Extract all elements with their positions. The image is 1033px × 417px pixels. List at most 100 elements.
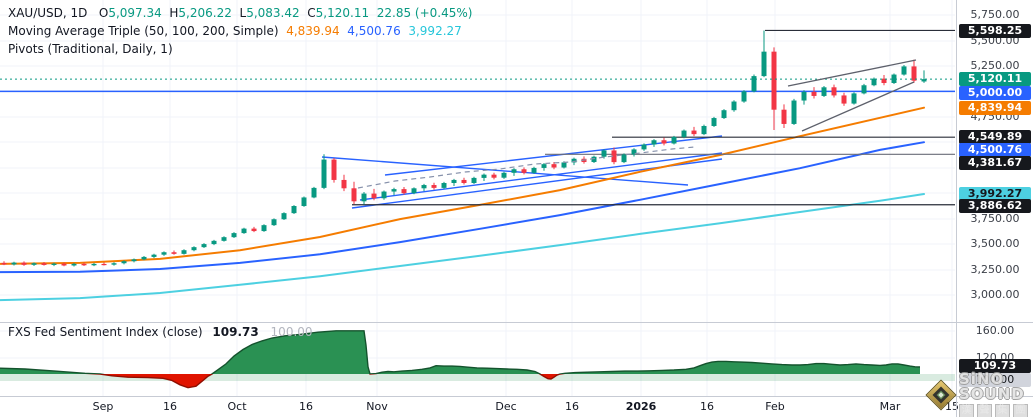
- watermark-cjk-text: 漢聲集團: [959, 404, 1033, 417]
- candle: [601, 150, 607, 157]
- ohlc-high-label: H: [169, 6, 179, 20]
- candle: [811, 91, 817, 96]
- candle: [471, 177, 477, 183]
- ma100-value: 4,500.76: [347, 24, 401, 38]
- pane-divider[interactable]: [0, 322, 1033, 323]
- pivots-legend-row[interactable]: Pivots (Traditional, Daily, 1): [8, 40, 472, 58]
- time-axis-label: Feb: [765, 400, 785, 413]
- price-axis-label: 5,750.00: [970, 8, 1020, 21]
- candle: [631, 149, 637, 155]
- watermark-cjk-char: 團: [1013, 404, 1028, 417]
- ma200-value: 3,992.27: [408, 24, 462, 38]
- symbol-title[interactable]: XAU/USD, 1D: [8, 6, 88, 20]
- sentiment-legend-row[interactable]: FXS Fed Sentiment Index (close) 109.73 1…: [8, 325, 313, 339]
- candle: [511, 169, 517, 173]
- candle: [571, 158, 577, 163]
- candle: [431, 185, 437, 188]
- candle: [401, 189, 407, 194]
- candle: [801, 91, 807, 101]
- candle: [551, 164, 557, 168]
- time-axis-label: Nov: [366, 400, 388, 413]
- price-badge: 100.00: [959, 373, 1031, 387]
- candle: [201, 244, 207, 248]
- candle: [851, 93, 857, 104]
- wedge-trendline[interactable]: [801, 81, 915, 132]
- candle: [761, 51, 767, 77]
- price-badge: 5,000.00: [959, 86, 1031, 100]
- candle: [611, 150, 617, 163]
- candle: [301, 197, 307, 207]
- price-axis-label: 3,750.00: [970, 212, 1020, 225]
- candle: [121, 261, 127, 264]
- price-badge: 3,886.62: [959, 199, 1031, 213]
- trendline[interactable]: [321, 156, 689, 186]
- candle: [111, 263, 117, 265]
- candle: [321, 159, 327, 188]
- candle: [61, 263, 67, 266]
- ohlc-high-value: 5,206.22: [178, 6, 232, 20]
- sentiment-indicator-title[interactable]: FXS Fed Sentiment Index (close): [8, 325, 203, 339]
- ohlc-open-value: 5,097.34: [108, 6, 162, 20]
- sino-sound-logo-icon: [926, 380, 956, 410]
- candle: [251, 228, 257, 232]
- ma200-line: [0, 193, 925, 302]
- pivots-indicator-title[interactable]: Pivots (Traditional, Daily, 1): [8, 42, 173, 56]
- price-axis[interactable]: 5,750.00 5,500.00 5,250.00 4,750.00 3,750.00…: [957, 0, 1033, 396]
- watermark-cjk-char: 聲: [977, 404, 992, 417]
- price-axis-separator: [956, 0, 957, 417]
- candle: [621, 154, 627, 163]
- symbol-legend-row[interactable]: XAU/USD, 1D O5,097.34 H5,206.22 L5,083.4…: [8, 4, 472, 22]
- candle: [361, 193, 367, 202]
- candle: [831, 87, 837, 96]
- candle: [481, 174, 487, 178]
- ohlc-low-value: 5,083.42: [246, 6, 300, 20]
- candle: [391, 189, 397, 192]
- time-axis-label: Mar: [879, 400, 901, 413]
- candle: [661, 140, 667, 144]
- price-badge: 5,598.25: [959, 24, 1031, 38]
- candle: [141, 256, 147, 260]
- time-axis-label: Sep: [92, 400, 114, 413]
- wedge-trendline[interactable]: [787, 59, 917, 87]
- ma-legend-row[interactable]: Moving Average Triple (50, 100, 200, Sim…: [8, 22, 472, 40]
- candle: [721, 110, 727, 119]
- candle: [901, 66, 907, 75]
- candle: [91, 263, 97, 266]
- trendline[interactable]: [359, 152, 723, 201]
- price-badge: 5,120.11: [959, 72, 1031, 86]
- ohlc-close-value: 5,120.11: [315, 6, 370, 20]
- sentiment-area-positive: [0, 330, 920, 374]
- candle: [791, 100, 797, 124]
- price-badge: 4,500.76: [959, 143, 1031, 157]
- time-axis-label: 16: [299, 400, 313, 413]
- candle: [741, 91, 747, 102]
- candle: [891, 74, 897, 84]
- candle: [421, 185, 427, 189]
- candle: [671, 136, 677, 144]
- chart-legend: XAU/USD, 1D O5,097.34 H5,206.22 L5,083.4…: [8, 4, 472, 58]
- ma50-value: 4,839.94: [286, 24, 340, 38]
- candle: [211, 240, 217, 245]
- ma-indicator-title[interactable]: Moving Average Triple (50, 100, 200, Sim…: [8, 24, 279, 38]
- change-value: 22.85 (+0.45%): [376, 6, 473, 20]
- time-axis-label: Dec: [495, 400, 517, 413]
- candle: [911, 66, 917, 81]
- sentiment-area-negative: [0, 374, 920, 388]
- candle: [351, 188, 357, 202]
- candle: [531, 167, 537, 173]
- time-axis-label: Oct: [227, 400, 247, 413]
- candle: [461, 179, 467, 183]
- time-axis[interactable]: Sep 16 Oct 16 Nov Dec 16 2026 16 Feb Mar 15: [0, 397, 1033, 417]
- watermark-cjk-char: 集: [995, 404, 1010, 417]
- candle: [341, 179, 347, 189]
- candle: [81, 263, 87, 266]
- price-badge: 4,839.94: [959, 101, 1031, 115]
- price-axis-label: 3,250.00: [970, 263, 1020, 276]
- candle: [221, 237, 227, 241]
- candle: [371, 193, 377, 199]
- time-axis-label: 16: [700, 400, 714, 413]
- sentiment-base-value: 100.00: [270, 325, 313, 339]
- candle: [541, 164, 547, 168]
